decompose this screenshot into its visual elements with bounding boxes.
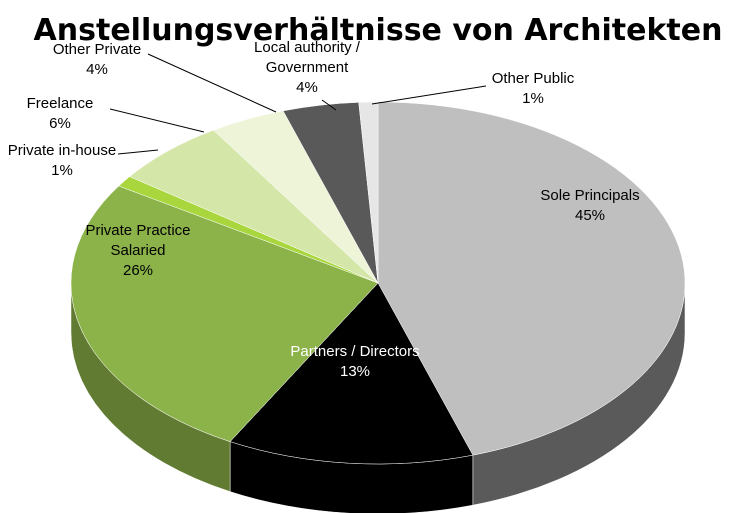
slice-labels: Sole Principals 45% Partners / Directors 13… <box>8 39 640 380</box>
slice-label-0: Sole Principals 45% <box>540 187 639 224</box>
slice-label-7: Other Public 1% <box>492 70 575 107</box>
pie-slice-1 <box>229 282 474 465</box>
pie-sides <box>70 282 686 513</box>
leader-line-5 <box>147 53 277 113</box>
leader-line-3 <box>117 149 159 155</box>
leader-line-4 <box>109 108 205 133</box>
slice-label-1: Partners / Directors 13% <box>290 343 419 380</box>
pie-slices <box>70 101 686 465</box>
chart-title: Anstellungsverhältnisse von Architekten <box>34 13 723 48</box>
pie-slice-0 <box>377 101 686 456</box>
leader-lines <box>109 53 487 155</box>
slice-label-5: Other Private 4% <box>53 41 141 78</box>
leader-line-6 <box>321 99 337 111</box>
slice-label-4: Freelance 6% <box>27 95 94 132</box>
slice-label-6: Local authority / Government 4% <box>254 39 361 96</box>
leader-line-7 <box>371 85 487 105</box>
pie-slice-7 <box>358 101 379 284</box>
slice-label-2: Private Practice Salaried 26% <box>85 222 190 279</box>
pie-slice-2 <box>70 185 379 442</box>
slice-label-3: Private in-house 1% <box>8 142 116 179</box>
